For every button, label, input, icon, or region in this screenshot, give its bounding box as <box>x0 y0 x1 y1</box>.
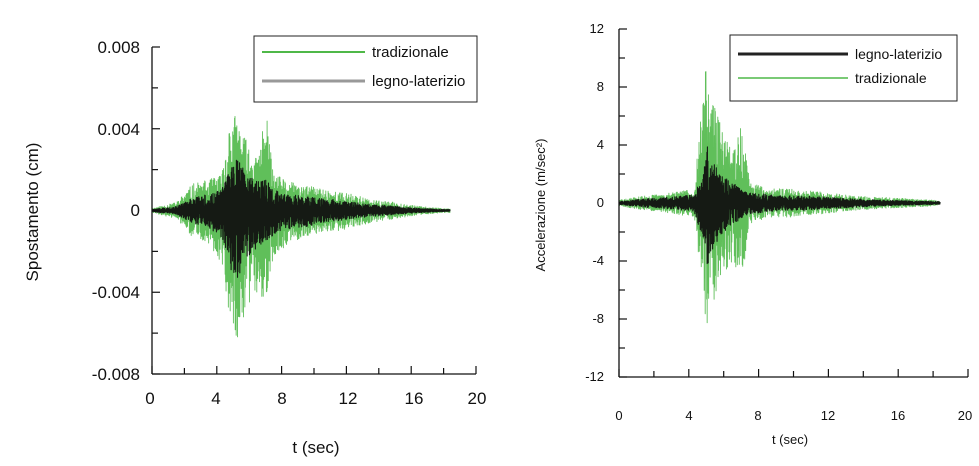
x-tick-label: 0 <box>145 389 154 408</box>
legend-label: legno-laterizio <box>855 46 942 62</box>
series-traces <box>151 115 451 338</box>
y-tick-label: 12 <box>590 21 604 36</box>
y-axis-title: Spostamento (cm) <box>23 143 42 282</box>
y-tick-label: 0 <box>597 195 604 210</box>
legend-box <box>729 34 958 102</box>
y-tick-label: -4 <box>592 253 604 268</box>
x-axis-title: t (sec) <box>772 432 808 447</box>
x-axis-title: t (sec) <box>292 438 339 457</box>
y-tick-label: 8 <box>597 79 604 94</box>
series-line-legno-laterizio <box>618 146 941 265</box>
legend-label: tradizionale <box>855 70 927 86</box>
legend-box <box>253 35 478 103</box>
x-tick-label: 20 <box>958 408 972 423</box>
x-tick-label: 16 <box>405 389 424 408</box>
legend: tradizionale legno-laterizio <box>253 35 478 103</box>
legend: legno-laterizio tradizionale <box>729 34 958 102</box>
axis-ticks <box>151 46 477 375</box>
y-tick-label: -12 <box>585 369 604 384</box>
x-tick-label: 8 <box>754 408 761 423</box>
x-tick-label: 12 <box>821 408 835 423</box>
y-axis-title: Accelerazione (m/sec²) <box>533 139 548 272</box>
y-tick-label: 0.008 <box>97 38 140 57</box>
y-tick-label: 0.004 <box>97 120 140 139</box>
legend-label: tradizionale <box>372 44 449 61</box>
chart-acceleration: 12 8 4 0 -4 -8 -12 0 4 8 12 16 20 t (sec… <box>533 21 972 447</box>
y-tick-label: 4 <box>597 137 604 152</box>
y-tick-label: -8 <box>592 311 604 326</box>
x-tick-label: 16 <box>891 408 905 423</box>
legend-label: legno-laterizio <box>372 73 465 90</box>
x-tick-label: 4 <box>211 389 220 408</box>
series-line-tradizionale <box>151 115 451 338</box>
x-tick-label: 4 <box>685 408 692 423</box>
y-tick-label: 0 <box>131 201 140 220</box>
axis-ticks <box>618 28 969 378</box>
x-tick-label: 12 <box>339 389 358 408</box>
y-tick-label: -0.004 <box>92 283 140 302</box>
series-line-legno-laterizio <box>151 159 451 278</box>
x-tick-label: 20 <box>468 389 487 408</box>
y-tick-label: -0.008 <box>92 365 140 384</box>
series-traces <box>618 71 941 324</box>
chart-displacement: 0.008 0.004 0 -0.004 -0.008 0 4 8 12 16 … <box>23 35 487 457</box>
x-tick-label: 8 <box>277 389 286 408</box>
x-tick-label: 0 <box>615 408 622 423</box>
